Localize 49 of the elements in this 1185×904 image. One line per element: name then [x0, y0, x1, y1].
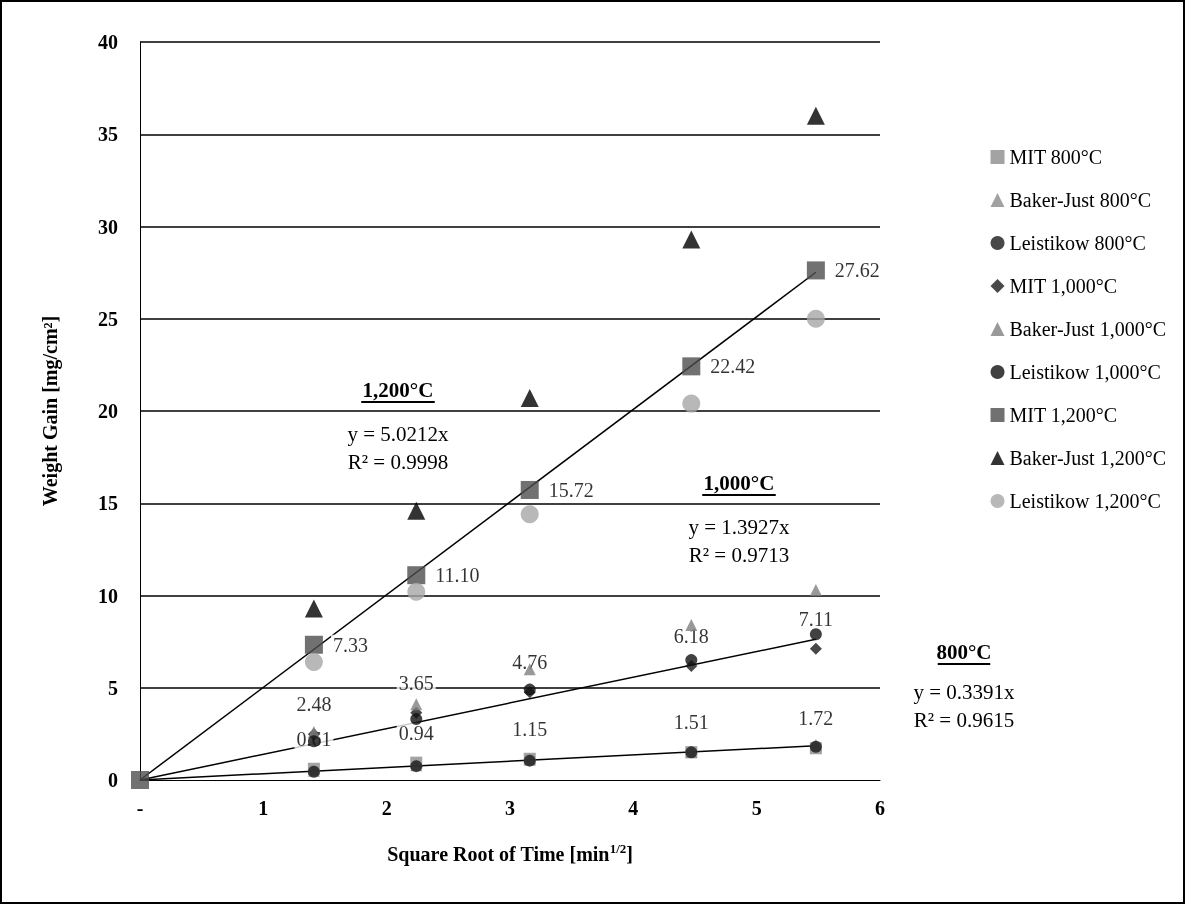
y-tick-label: 10 [98, 584, 118, 607]
y-tick-label: 0 [108, 769, 118, 791]
y-axis-title: Weight Gain [mg/cm²] [39, 315, 62, 507]
annotation: R² = 0.9998 [347, 450, 449, 474]
data-label: 1.15 [512, 717, 548, 740]
x-tick-label: 4 [628, 797, 639, 819]
legend-label: Leistikow 800°C [1009, 232, 1146, 254]
x-tick-label: 2 [381, 797, 392, 819]
legend-label: MIT 1,200°C [1009, 404, 1118, 426]
annotation: y = 5.0212x [347, 422, 450, 446]
data-label: 2.48 [296, 693, 332, 716]
legend-label: MIT 1,000°C [1009, 275, 1118, 297]
x-tick-label: - [136, 797, 144, 819]
data-label: 7.11 [798, 607, 833, 630]
x-tick-label: 1 [258, 797, 269, 819]
legend-label: Leistikow 1,000°C [1009, 361, 1161, 383]
legend-label: Leistikow 1,200°C [1009, 490, 1161, 512]
annotation: 1,000°C [703, 471, 775, 495]
x-tick-label: 3 [505, 797, 515, 819]
y-tick-label: 25 [98, 307, 118, 330]
data-label: 1.51 [673, 711, 709, 734]
data-label: 3.65 [398, 671, 434, 694]
data-label: 6.18 [673, 624, 709, 647]
data-label: 22.42 [710, 355, 756, 378]
annotation: y = 1.3927x [688, 515, 791, 539]
y-tick-label: 40 [98, 31, 118, 53]
annotation: R² = 0.9713 [688, 543, 790, 567]
text: y = 0.3391x [913, 680, 1016, 704]
legend-label: Baker-Just 1,200°C [1009, 447, 1167, 469]
data-label: 27.62 [834, 259, 880, 282]
legend-label: Baker-Just 1,000°C [1009, 318, 1167, 340]
y-tick-label: 20 [98, 400, 118, 422]
data-label: 4.76 [512, 651, 548, 674]
x-tick-label: 5 [751, 797, 762, 819]
x-tick-label: 6 [875, 797, 885, 819]
y-tick-label: 15 [98, 492, 118, 515]
data-label: 0.94 [398, 721, 434, 744]
annotation: 1,200°C [362, 378, 434, 402]
text: R² = 0.9615 [913, 708, 1015, 732]
data-label: 15.72 [548, 478, 594, 501]
legend-label: MIT 800°C [1009, 146, 1103, 168]
data-label: 7.33 [332, 633, 368, 656]
y-tick-label: 5 [108, 676, 118, 699]
data-label: 11.10 [435, 564, 480, 587]
text: 800°C [936, 640, 992, 664]
data-label: 1.72 [798, 707, 834, 730]
y-tick-label: 35 [98, 123, 118, 146]
legend-label: Baker-Just 800°C [1009, 189, 1152, 211]
y-tick-label: 30 [98, 215, 118, 238]
